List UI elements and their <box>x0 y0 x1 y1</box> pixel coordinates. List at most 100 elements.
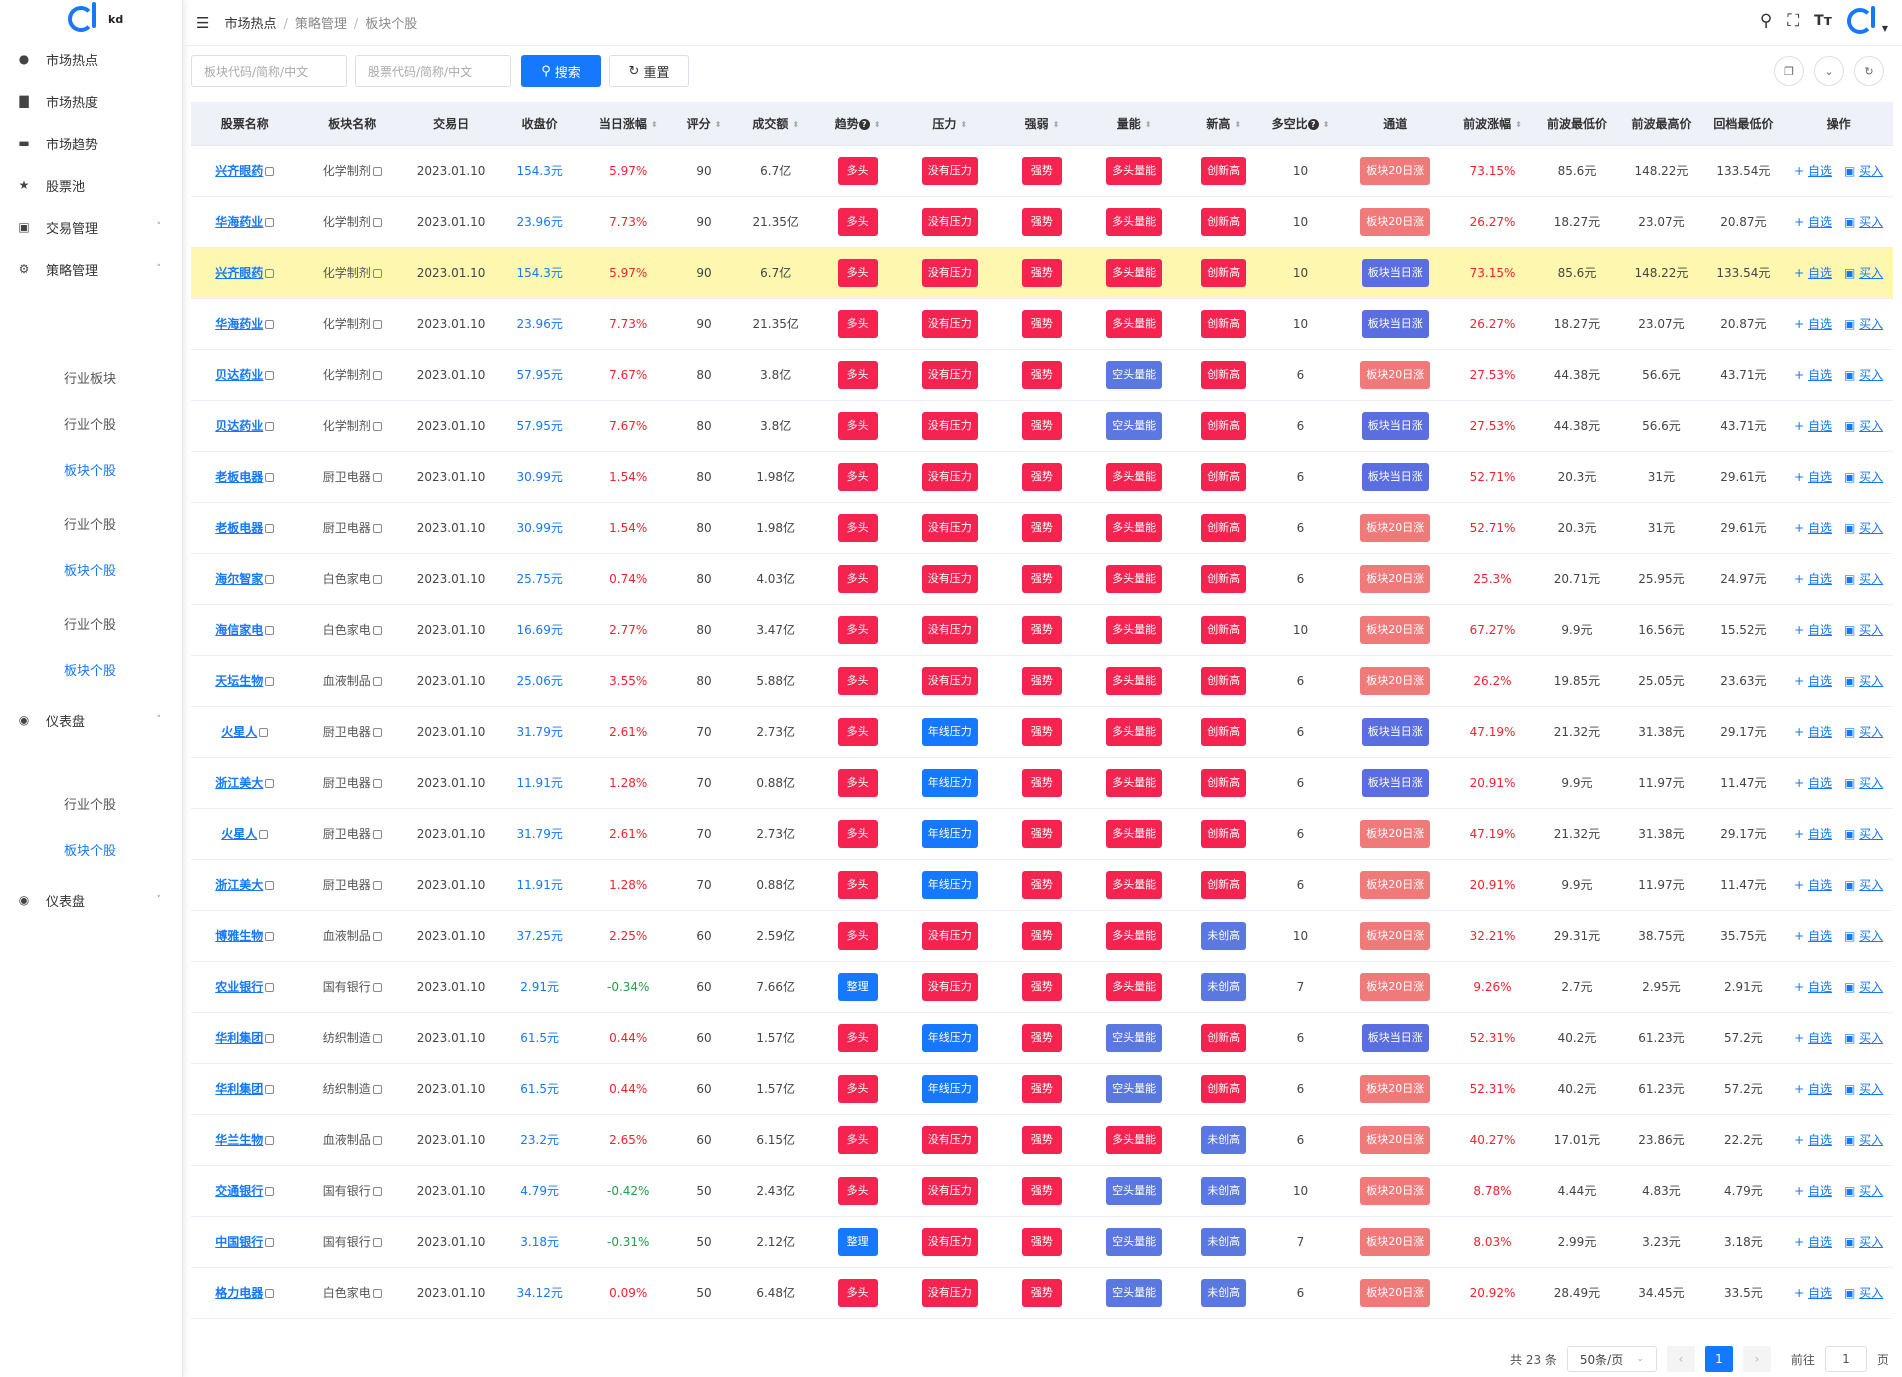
copy-icon[interactable] <box>265 677 275 686</box>
buy-button[interactable]: ▣ 买入 <box>1844 368 1884 382</box>
copy-icon[interactable] <box>372 320 382 329</box>
add-watchlist-button[interactable]: + 自选 <box>1794 317 1833 331</box>
stock-link[interactable]: 兴齐眼药 <box>215 266 264 280</box>
copy-icon[interactable] <box>265 1289 275 1298</box>
table-row[interactable]: 格力电器 白色家电 2023.01.10 34.12元 0.09% 50 6.48亿 多头 没有… <box>191 1267 1893 1319</box>
stock-link[interactable]: 华海药业 <box>215 215 264 229</box>
add-watchlist-button[interactable]: + 自选 <box>1794 1184 1833 1198</box>
sort-icon[interactable]: ⬍ <box>1144 119 1152 129</box>
next-page-button[interactable]: › <box>1742 1346 1771 1372</box>
stock-search-input[interactable]: 股票代码/简称/中文 <box>355 55 511 87</box>
prev-page-button[interactable]: ‹ <box>1666 1346 1695 1372</box>
page-size-select[interactable]: 50条/页 ⌄ <box>1566 1346 1657 1372</box>
add-watchlist-button[interactable]: + 自选 <box>1794 521 1833 535</box>
stock-link[interactable]: 华利集团 <box>215 1082 264 1096</box>
buy-button[interactable]: ▣ 买入 <box>1844 623 1884 637</box>
buy-button[interactable]: ▣ 买入 <box>1844 1286 1884 1300</box>
add-watchlist-button[interactable]: + 自选 <box>1794 674 1833 688</box>
copy-icon[interactable] <box>265 320 275 329</box>
buy-button[interactable]: ▣ 买入 <box>1844 521 1884 535</box>
stock-link[interactable]: 老板电器 <box>215 521 264 535</box>
column-header[interactable]: 当日涨幅 ⬍ <box>583 102 674 146</box>
sidebar-item-dashboard[interactable]: ◉ 仪表盘 ˅ <box>0 882 183 918</box>
copy-icon[interactable] <box>372 371 382 380</box>
copy-icon[interactable]: ❐ <box>1774 56 1804 86</box>
sidebar-subitem[interactable]: 行业个股 <box>64 418 117 433</box>
table-row[interactable]: 兴齐眼药 化学制剂 2023.01.10 154.3元 5.97% 90 6.7亿 多头 没有压… <box>191 247 1893 299</box>
table-row[interactable]: 贝达药业 化学制剂 2023.01.10 57.95元 7.67% 80 3.8亿 多头 没有压… <box>191 400 1893 452</box>
sidebar-subitem[interactable]: 行业个股 <box>64 798 117 813</box>
copy-icon[interactable] <box>372 473 382 482</box>
stock-link[interactable]: 华海药业 <box>215 317 264 331</box>
copy-icon[interactable] <box>265 575 275 584</box>
add-watchlist-button[interactable]: + 自选 <box>1794 1286 1833 1300</box>
search-button[interactable]: ⚲ 搜索 <box>521 55 601 87</box>
table-row[interactable]: 华兰生物 血液制品 2023.01.10 23.2元 2.65% 60 6.15亿 多头 没有压… <box>191 1114 1893 1166</box>
copy-icon[interactable] <box>265 779 275 788</box>
copy-icon[interactable] <box>265 1034 275 1043</box>
buy-button[interactable]: ▣ 买入 <box>1844 674 1884 688</box>
stock-link[interactable]: 贝达药业 <box>215 368 264 382</box>
buy-button[interactable]: ▣ 买入 <box>1844 419 1884 433</box>
copy-icon[interactable] <box>259 830 269 839</box>
caret-down-icon[interactable]: ▼ <box>1881 23 1888 33</box>
buy-button[interactable]: ▣ 买入 <box>1844 317 1884 331</box>
buy-button[interactable]: ▣ 买入 <box>1844 980 1884 994</box>
copy-icon[interactable] <box>372 881 382 890</box>
copy-icon[interactable] <box>265 983 275 992</box>
sort-icon[interactable]: ⬍ <box>1322 119 1330 129</box>
table-row[interactable]: 华海药业 化学制剂 2023.01.10 23.96元 7.73% 90 21.35亿 多头 没… <box>191 298 1893 350</box>
table-row[interactable]: 交通银行 国有银行 2023.01.10 4.79元 -0.42% 50 2.43亿 多头 没有… <box>191 1165 1893 1217</box>
add-watchlist-button[interactable]: + 自选 <box>1794 1031 1833 1045</box>
font-size-icon[interactable]: Tᴛ <box>1814 13 1832 29</box>
copy-icon[interactable] <box>265 1136 275 1145</box>
sidebar-item-dashboard[interactable]: ◉ 仪表盘 ˅ <box>0 702 183 738</box>
sort-icon[interactable]: ⬍ <box>960 119 968 129</box>
column-header[interactable]: 前波涨幅 ⬍ <box>1451 102 1534 146</box>
copy-icon[interactable] <box>265 371 275 380</box>
sector-search-input[interactable]: 板块代码/简称/中文 <box>191 55 347 87</box>
sidebar-subitem[interactable]: 板块个股 <box>64 564 117 579</box>
fullscreen-icon[interactable]: ⛶ <box>1787 11 1800 31</box>
add-watchlist-button[interactable]: + 自选 <box>1794 827 1833 841</box>
breadcrumb-item[interactable]: 市场热点 <box>224 17 277 32</box>
column-header[interactable]: 评分 ⬍ <box>673 102 735 146</box>
sidebar-subitem[interactable]: 板块个股 <box>64 664 117 679</box>
stock-link[interactable]: 交通银行 <box>215 1184 264 1198</box>
copy-icon[interactable] <box>372 1136 382 1145</box>
refresh-icon[interactable]: ↻ <box>1854 56 1884 86</box>
stock-link[interactable]: 海尔智家 <box>215 572 264 586</box>
buy-button[interactable]: ▣ 买入 <box>1844 215 1884 229</box>
table-row[interactable]: 中国银行 国有银行 2023.01.10 3.18元 -0.31% 50 2.12亿 整理 没有… <box>191 1216 1893 1268</box>
sidebar-item[interactable]: ● 市场热点 <box>0 41 183 77</box>
buy-button[interactable]: ▣ 买入 <box>1844 1133 1884 1147</box>
search-icon[interactable]: ⚲ <box>1759 11 1773 31</box>
copy-icon[interactable] <box>265 1085 275 1094</box>
copy-icon[interactable] <box>372 830 382 839</box>
table-row[interactable]: 兴齐眼药 化学制剂 2023.01.10 154.3元 5.97% 90 6.7亿 多头 没有压… <box>191 145 1893 197</box>
table-row[interactable]: 海尔智家 白色家电 2023.01.10 25.75元 0.74% 80 4.03亿 多头 没有… <box>191 553 1893 605</box>
table-row[interactable]: 贝达药业 化学制剂 2023.01.10 57.95元 7.67% 80 3.8亿 多头 没有压… <box>191 349 1893 401</box>
copy-icon[interactable] <box>265 1238 275 1247</box>
buy-button[interactable]: ▣ 买入 <box>1844 572 1884 586</box>
table-row[interactable]: 华利集团 纺织制造 2023.01.10 61.5元 0.44% 60 1.57亿 多头 年线压… <box>191 1012 1893 1064</box>
add-watchlist-button[interactable]: + 自选 <box>1794 470 1833 484</box>
buy-button[interactable]: ▣ 买入 <box>1844 1082 1884 1096</box>
copy-icon[interactable] <box>372 779 382 788</box>
copy-icon[interactable] <box>265 626 275 635</box>
copy-icon[interactable] <box>372 932 382 941</box>
sidebar-subitem[interactable]: 板块个股 <box>64 464 117 479</box>
buy-button[interactable]: ▣ 买入 <box>1844 776 1884 790</box>
stock-link[interactable]: 农业银行 <box>215 980 264 994</box>
add-watchlist-button[interactable]: + 自选 <box>1794 623 1833 637</box>
logo[interactable]: kd <box>68 2 123 32</box>
sidebar-item[interactable]: ⚙ 策略管理 ˄ <box>0 251 183 287</box>
copy-icon[interactable] <box>372 1238 382 1247</box>
table-row[interactable]: 农业银行 国有银行 2023.01.10 2.91元 -0.34% 60 7.66亿 整理 没有… <box>191 961 1893 1013</box>
copy-icon[interactable] <box>265 422 275 431</box>
column-header[interactable]: 新高 ⬍ <box>1185 102 1263 146</box>
buy-button[interactable]: ▣ 买入 <box>1844 827 1884 841</box>
buy-button[interactable]: ▣ 买入 <box>1844 164 1884 178</box>
stock-link[interactable]: 浙江美大 <box>215 776 264 790</box>
menu-toggle-icon[interactable]: ☰ <box>196 13 210 32</box>
